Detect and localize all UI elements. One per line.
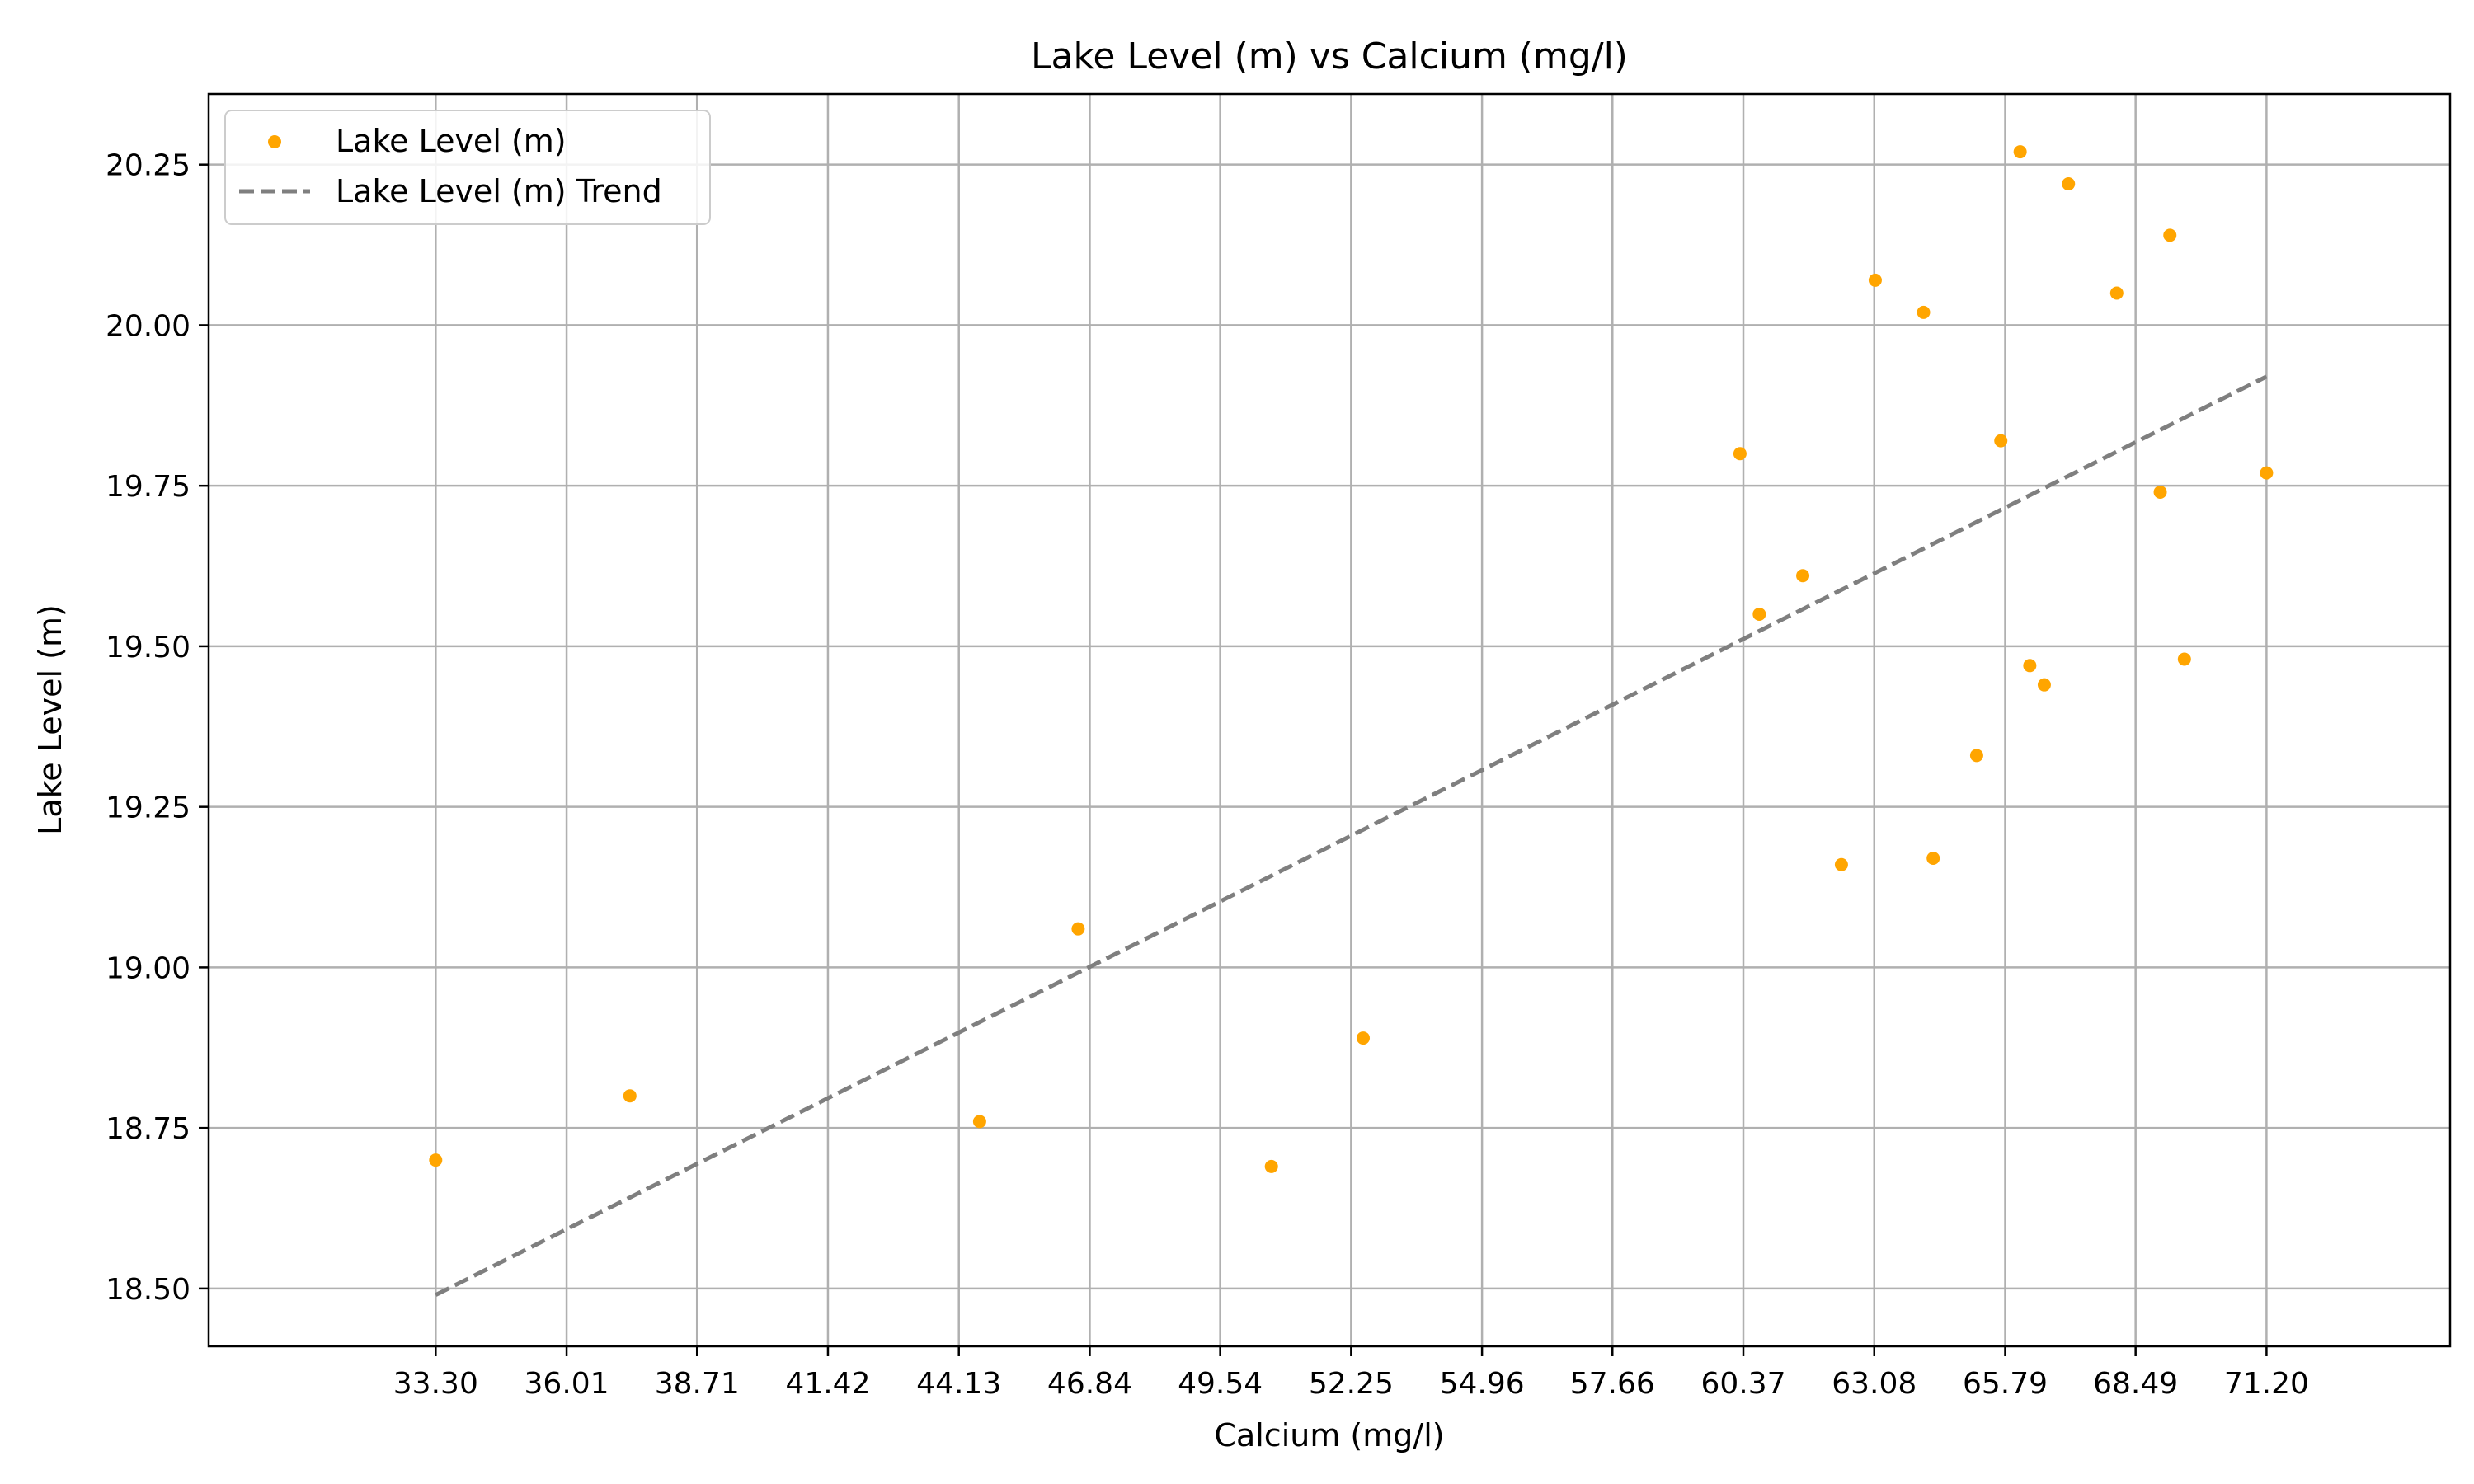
scatter-point — [1071, 922, 1085, 936]
x-tick-label: 49.54 — [1178, 1367, 1263, 1401]
legend-label-scatter: Lake Level (m) — [336, 123, 567, 159]
grid-lines — [209, 94, 2450, 1346]
y-axis-label: Lake Level (m) — [32, 604, 68, 835]
x-tick-label: 36.01 — [524, 1367, 609, 1401]
trend-series — [435, 374, 2268, 1297]
y-tick-label: 19.00 — [106, 951, 190, 985]
scatter-point — [623, 1089, 637, 1103]
y-tick-label: 19.25 — [106, 791, 190, 825]
y-tick-label: 19.75 — [106, 470, 190, 504]
x-tick-label: 68.49 — [2093, 1367, 2178, 1401]
y-tick-label: 19.50 — [106, 631, 190, 665]
scatter-point — [1917, 305, 1931, 319]
x-tick-label: 63.08 — [1832, 1367, 1917, 1401]
scatter-point — [2153, 485, 2167, 499]
x-tick-label: 57.66 — [1570, 1367, 1655, 1401]
x-tick-label: 38.71 — [655, 1367, 740, 1401]
legend: Lake Level (m) Lake Level (m) Trend — [224, 110, 711, 225]
x-axis-ticks: 33.30 36.01 38.71 41.42 44.13 46.84 49.54 52.25… — [393, 1346, 2309, 1401]
scatter-point — [1969, 749, 1983, 763]
legend-label-trend: Lake Level (m) Trend — [336, 173, 662, 209]
x-tick-label: 33.30 — [393, 1367, 478, 1401]
scatter-point — [1752, 607, 1766, 621]
scatter-point — [1733, 447, 1747, 461]
scatter-point — [2037, 678, 2051, 692]
scatter-point — [1264, 1159, 1278, 1173]
scatter-point — [2163, 228, 2177, 242]
scatter-series — [429, 145, 2274, 1173]
x-tick-label: 71.20 — [2224, 1367, 2309, 1401]
x-axis-label: Calcium (mg/l) — [1214, 1417, 1444, 1453]
scatter-point — [1994, 434, 2008, 448]
x-tick-label: 44.13 — [916, 1367, 1001, 1401]
scatter-point — [1834, 857, 1848, 871]
scatter-point — [2109, 286, 2124, 300]
x-tick-label: 54.96 — [1440, 1367, 1525, 1401]
scatter-point — [2177, 652, 2191, 666]
y-tick-label: 20.25 — [106, 149, 190, 183]
plot-area-frame — [207, 92, 2452, 1348]
x-tick-label: 60.37 — [1700, 1367, 1785, 1401]
x-tick-label: 46.84 — [1047, 1367, 1132, 1401]
y-tick-label: 18.75 — [106, 1112, 190, 1146]
scatter-point — [2023, 659, 2037, 673]
legend-marker-scatter — [268, 135, 281, 148]
scatter-point — [1926, 851, 1940, 865]
chart-title: Lake Level (m) vs Calcium (mg/l) — [1031, 35, 1628, 77]
legend-box — [224, 110, 711, 225]
scatter-point — [1357, 1031, 1371, 1045]
y-tick-label: 18.50 — [106, 1273, 190, 1307]
scatter-point — [1868, 273, 1882, 287]
scatter-point — [1796, 569, 1810, 583]
y-tick-label: 20.00 — [106, 309, 190, 343]
x-tick-label: 41.42 — [785, 1367, 870, 1401]
scatter-point — [2062, 177, 2076, 191]
y-axis-ticks: 18.50 18.75 19.00 19.25 19.50 19.75 20.00 20.25 — [106, 149, 209, 1307]
scatter-point — [972, 1115, 986, 1129]
scatter-point — [2260, 466, 2274, 480]
scatter-point — [2013, 145, 2027, 159]
trend-line — [435, 374, 2268, 1297]
scatter-point — [429, 1153, 443, 1167]
x-tick-label: 65.79 — [1963, 1367, 2048, 1401]
x-tick-label: 52.25 — [1309, 1367, 1394, 1401]
